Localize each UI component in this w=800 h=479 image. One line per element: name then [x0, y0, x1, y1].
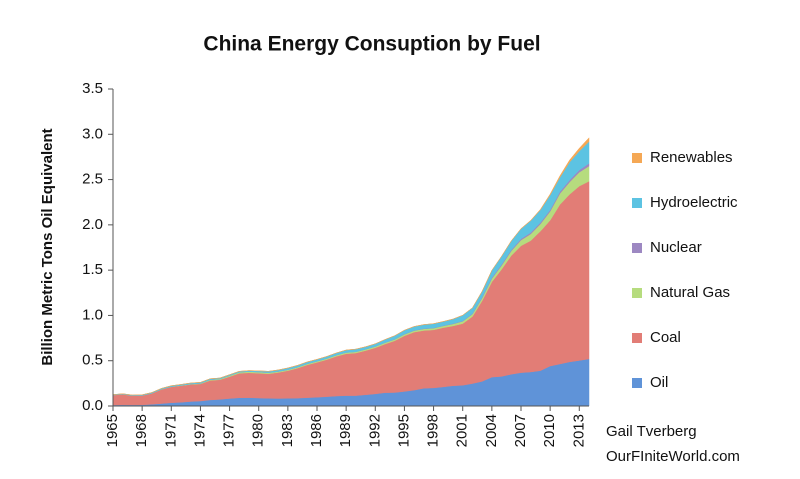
x-tick-label: 2013 [570, 414, 587, 447]
legend-swatch [632, 333, 642, 343]
x-tick-label: 1977 [221, 414, 238, 447]
x-tick-label: 1980 [250, 414, 267, 447]
x-tick-label: 2007 [512, 414, 529, 447]
x-tick-label: 1989 [337, 414, 354, 447]
y-tick-label: 3.0 [82, 125, 103, 142]
legend-label: Hydroelectric [650, 194, 738, 211]
legend-swatch [632, 378, 642, 388]
x-tick-label: 1974 [191, 414, 208, 447]
legend-label: Natural Gas [650, 284, 730, 301]
y-tick-label: 0.5 [82, 352, 103, 369]
legend-swatch [632, 198, 642, 208]
x-tick-label: 1998 [425, 414, 442, 447]
x-tick-label: 1983 [279, 414, 296, 447]
legend-swatch [632, 288, 642, 298]
legend-label: Nuclear [650, 239, 702, 256]
credit: Gail Tverberg [606, 423, 697, 440]
area [112, 137, 590, 396]
y-tick-label: 3.5 [82, 80, 103, 97]
area [112, 180, 590, 406]
x-tick-label: 1965 [104, 414, 121, 447]
legend-label: Oil [650, 374, 668, 391]
x-tick-label: 2004 [483, 414, 500, 447]
x-tick-label: 1995 [395, 414, 412, 447]
x-tick-label: 2010 [541, 414, 558, 447]
legend-label: Coal [650, 329, 681, 346]
x-tick-label: 2001 [454, 414, 471, 447]
legend-swatch [632, 243, 642, 253]
x-tick-label: 1992 [366, 414, 383, 447]
y-tick-label: 0.0 [82, 397, 103, 414]
y-tick-label: 2.0 [82, 216, 103, 233]
chart-title: China Energy Consuption by Fuel [203, 33, 540, 56]
y-axis-label: Billion Metric Tons Oil Equivalent [39, 128, 56, 365]
legend-label: Renewables [650, 149, 733, 166]
y-tick-label: 1.0 [82, 306, 103, 323]
x-tick-label: 1971 [162, 414, 179, 447]
x-tick-label: 1968 [133, 414, 150, 447]
legend-swatch [632, 153, 642, 163]
credit: OurFIniteWorld.com [606, 448, 740, 465]
x-tick-label: 1986 [308, 414, 325, 447]
y-tick-label: 1.5 [82, 261, 103, 278]
y-tick-label: 2.5 [82, 171, 103, 188]
